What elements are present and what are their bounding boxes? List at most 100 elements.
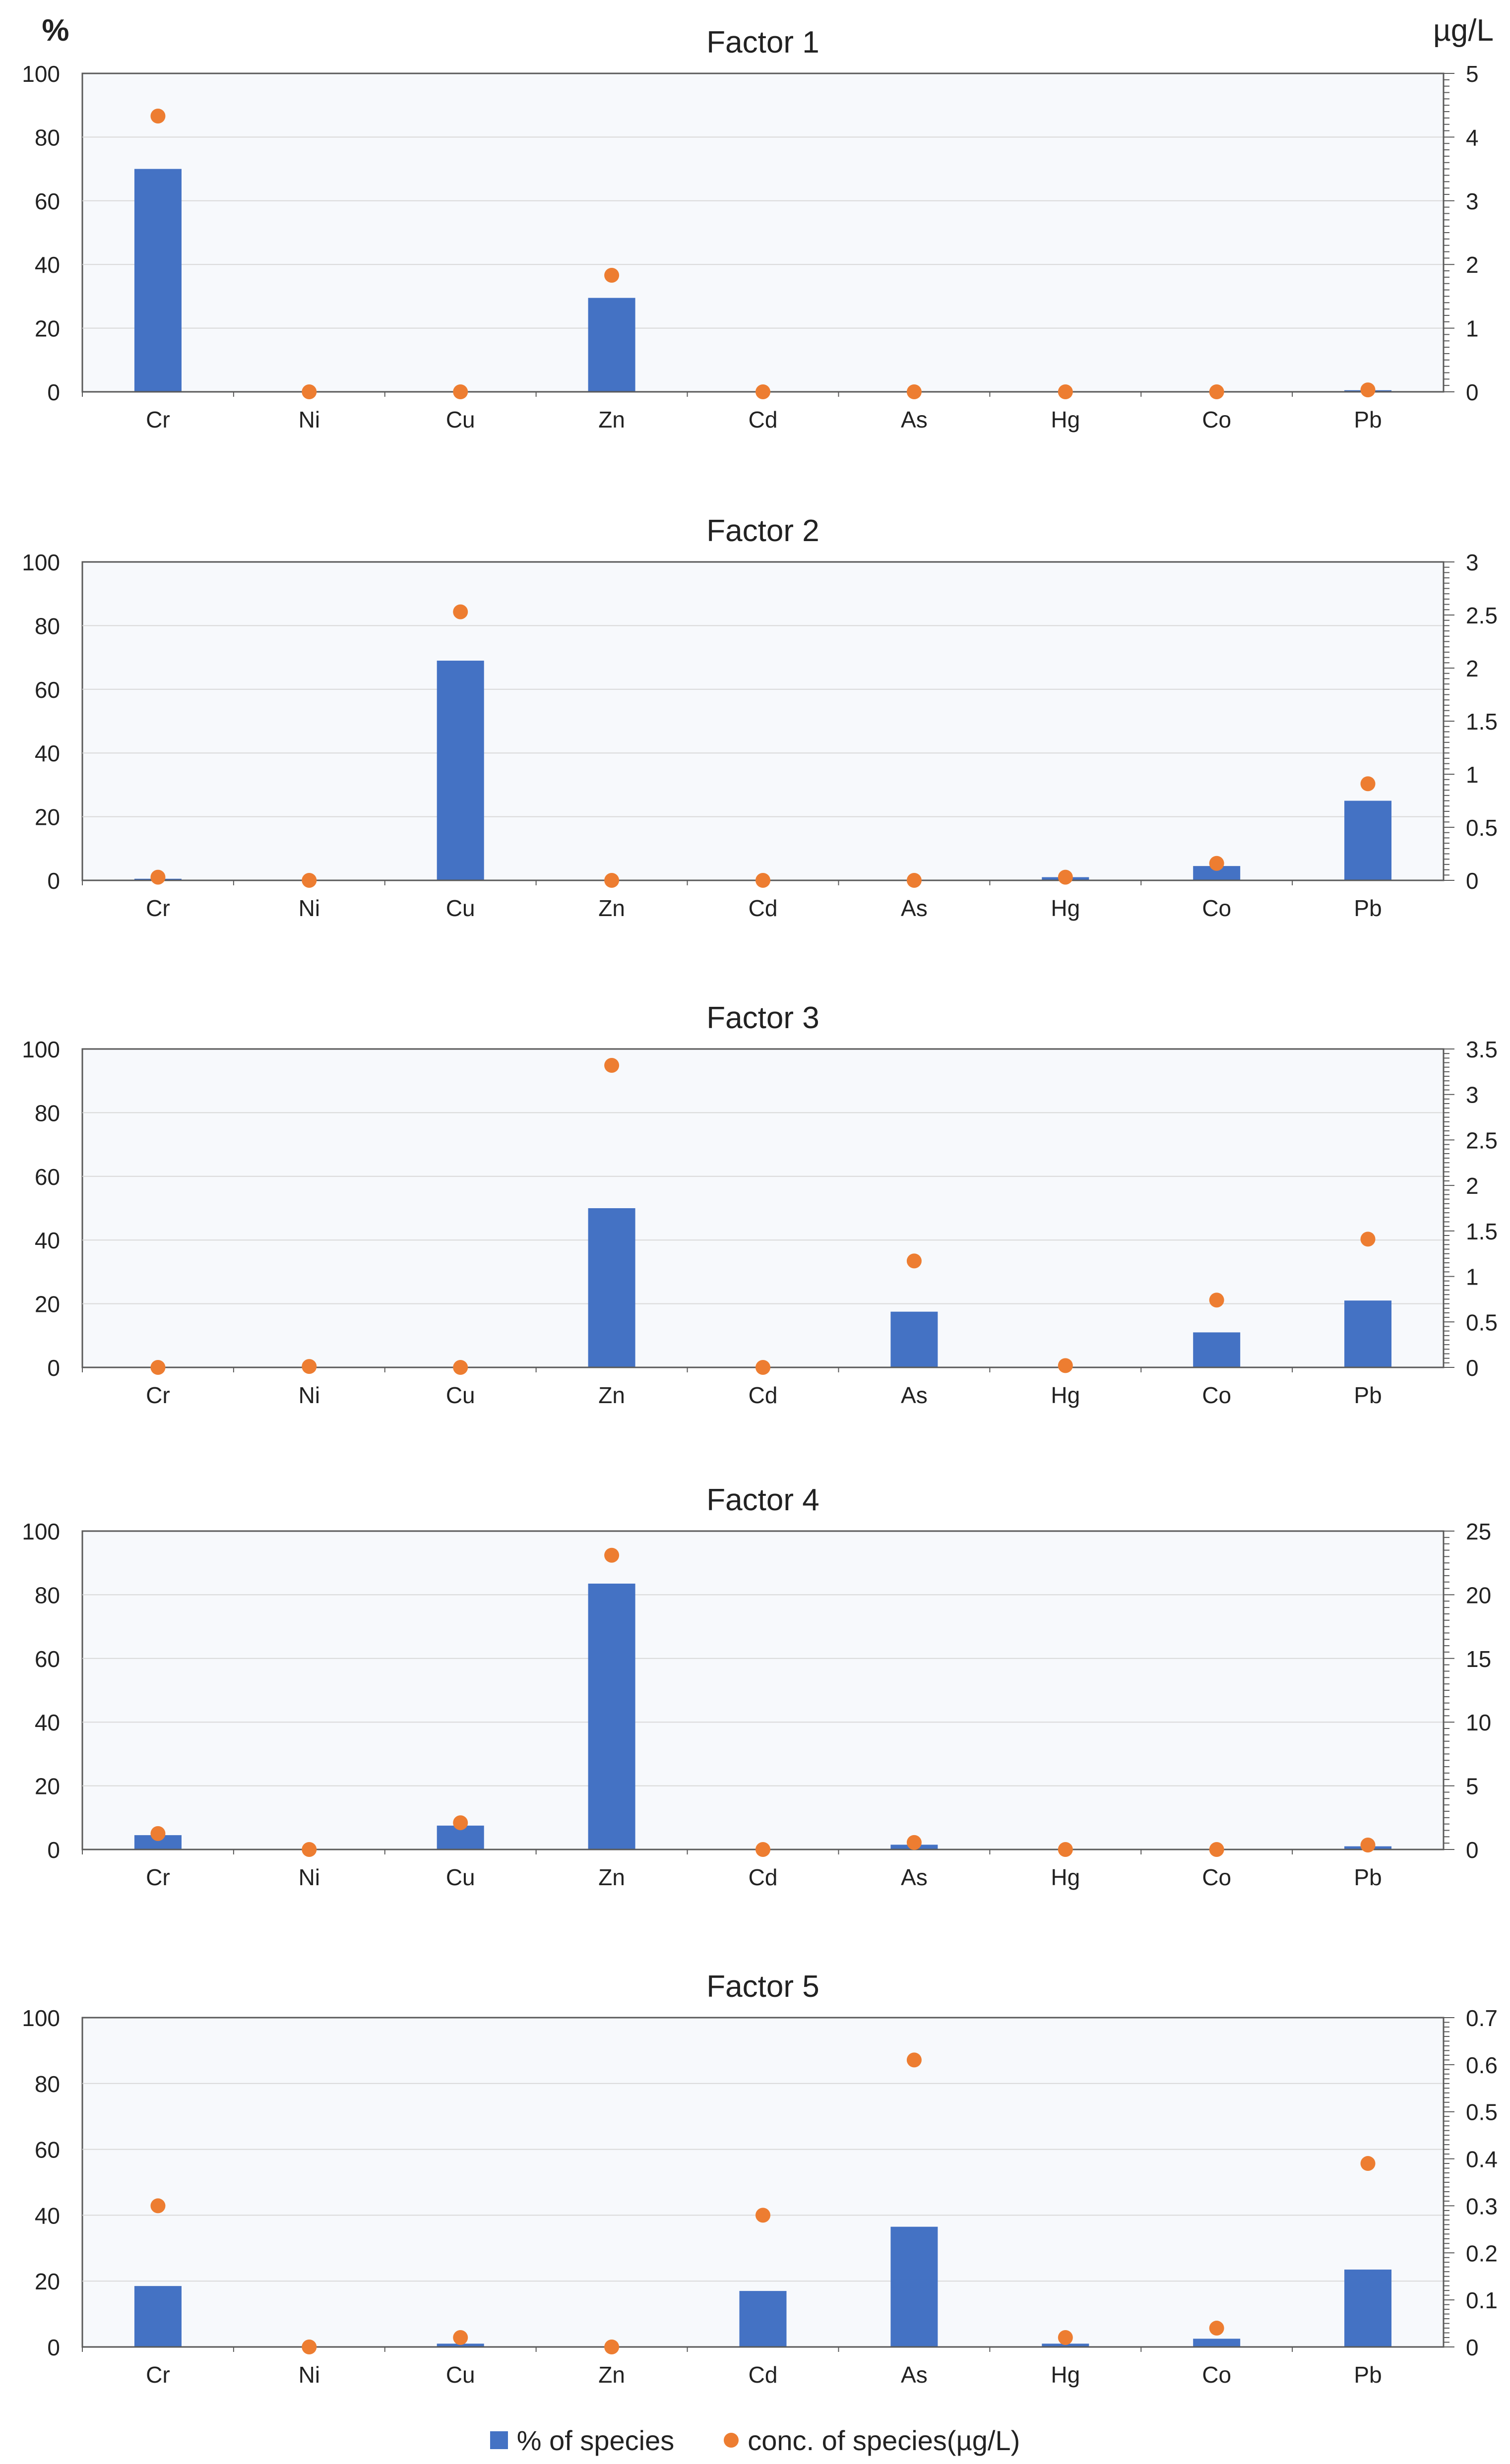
- category-label: Cu: [446, 895, 475, 921]
- point-zn: [604, 2340, 620, 2354]
- point-ni: [302, 873, 317, 888]
- category-label: Cr: [146, 1382, 170, 1408]
- point-as: [906, 873, 922, 888]
- category-label: Cu: [446, 2362, 475, 2388]
- point-hg: [1058, 384, 1073, 399]
- point-cu: [453, 1815, 468, 1831]
- right-tick-label: 1.5: [1466, 1219, 1498, 1244]
- bar-pb: [1344, 801, 1392, 880]
- left-tick-label: 60: [35, 1646, 60, 1672]
- point-ni: [302, 1359, 317, 1374]
- right-tick-label: 2: [1466, 1173, 1479, 1199]
- point-ni: [302, 384, 317, 399]
- category-label: Zn: [598, 1864, 625, 1890]
- right-tick-label: 25: [1466, 1519, 1491, 1544]
- category-label: Hg: [1051, 1382, 1080, 1408]
- left-tick-label: 80: [35, 124, 60, 150]
- right-tick-label: 5: [1466, 1774, 1479, 1799]
- left-tick-label: 60: [35, 677, 60, 703]
- category-label: Cu: [446, 1382, 475, 1408]
- category-label: Hg: [1051, 2362, 1080, 2388]
- point-zn: [604, 1058, 620, 1073]
- point-cu: [453, 1360, 468, 1375]
- point-cd: [755, 1360, 770, 1375]
- category-label: Co: [1202, 407, 1231, 432]
- category-label: Zn: [598, 407, 625, 432]
- category-label: Co: [1202, 895, 1231, 921]
- category-label: Zn: [598, 2362, 625, 2388]
- chart-factor-3: Factor 3 0 20 40 60 80 100 0 0.5 1 1.5 2 2.5 3 3.5 Cr Ni…: [22, 1001, 1498, 1408]
- category-label: Pb: [1354, 407, 1382, 432]
- legend-bar-swatch: [490, 2431, 508, 2449]
- category-label: Cd: [749, 2362, 778, 2388]
- category-label: Hg: [1051, 1864, 1080, 1890]
- legend-bar-label: % of species: [516, 2424, 675, 2456]
- category-label: Hg: [1051, 895, 1080, 921]
- left-tick-label: 20: [35, 804, 60, 830]
- point-pb: [1360, 1838, 1376, 1853]
- left-tick-label: 80: [35, 1582, 60, 1608]
- bar-pb: [1344, 1300, 1392, 1367]
- category-label: Cu: [446, 1864, 475, 1890]
- left-tick-label: 100: [22, 61, 60, 87]
- category-label: Co: [1202, 1864, 1231, 1890]
- bar-zn: [588, 298, 635, 392]
- right-tick-label: 3.5: [1466, 1037, 1498, 1062]
- right-tick-label: 1.5: [1466, 709, 1498, 735]
- category-label: Ni: [299, 407, 320, 432]
- category-label: Pb: [1354, 2362, 1382, 2388]
- right-tick-label: 20: [1466, 1582, 1491, 1608]
- right-tick-label: 2.5: [1466, 1127, 1498, 1153]
- chart-title: Factor 5: [706, 1970, 819, 2004]
- category-label: Cd: [749, 407, 778, 432]
- left-tick-label: 100: [22, 2005, 60, 2031]
- bar-zn: [588, 1208, 635, 1367]
- right-tick-label: 0.4: [1466, 2147, 1498, 2172]
- right-tick-label: 0.5: [1466, 1309, 1498, 1335]
- point-cd: [755, 873, 770, 888]
- category-label: Cd: [749, 895, 778, 921]
- bar-zn: [588, 1583, 635, 1849]
- category-label: As: [901, 2362, 928, 2388]
- right-tick-label: 0.7: [1466, 2005, 1498, 2031]
- point-cr: [150, 2198, 166, 2214]
- left-tick-label: 100: [22, 1037, 60, 1062]
- point-co: [1209, 384, 1224, 399]
- left-tick-label: 40: [35, 1710, 60, 1735]
- point-cd: [755, 1842, 770, 1857]
- point-pb: [1360, 1232, 1376, 1247]
- right-tick-label: 1: [1466, 316, 1479, 342]
- point-cu: [453, 604, 468, 619]
- point-pb: [1360, 382, 1376, 398]
- bar-cu: [437, 661, 484, 880]
- right-tick-label: 0: [1466, 1355, 1479, 1381]
- bar-cr: [134, 2286, 182, 2347]
- bar-pb: [1344, 2269, 1392, 2347]
- bar-hg: [1042, 2343, 1089, 2347]
- point-cd: [755, 384, 770, 399]
- left-tick-label: 60: [35, 2137, 60, 2163]
- legend-item-dot: conc. of species(µg/L): [724, 2424, 1020, 2457]
- right-tick-label: 2: [1466, 656, 1479, 681]
- left-tick-label: 40: [35, 1228, 60, 1253]
- legend-dot-swatch: [724, 2433, 739, 2448]
- left-tick-label: 0: [47, 2335, 60, 2360]
- category-label: Co: [1202, 1382, 1231, 1408]
- left-tick-label: 40: [35, 740, 60, 766]
- point-co: [1209, 2321, 1224, 2336]
- point-as: [906, 1253, 922, 1269]
- point-cd: [755, 2208, 770, 2223]
- bar-cr: [134, 169, 182, 392]
- right-tick-label: 4: [1466, 124, 1479, 150]
- category-label: As: [901, 1382, 928, 1408]
- point-ni: [302, 2340, 317, 2354]
- right-tick-label: 3: [1466, 1082, 1479, 1108]
- category-label: Pb: [1354, 1864, 1382, 1890]
- category-label: As: [901, 1864, 928, 1890]
- left-tick-label: 100: [22, 550, 60, 575]
- category-label: Cr: [146, 1864, 170, 1890]
- right-tick-label: 10: [1466, 1710, 1491, 1735]
- bar-co: [1193, 2339, 1241, 2347]
- right-tick-label: 0.5: [1466, 2099, 1498, 2125]
- point-zn: [604, 873, 620, 888]
